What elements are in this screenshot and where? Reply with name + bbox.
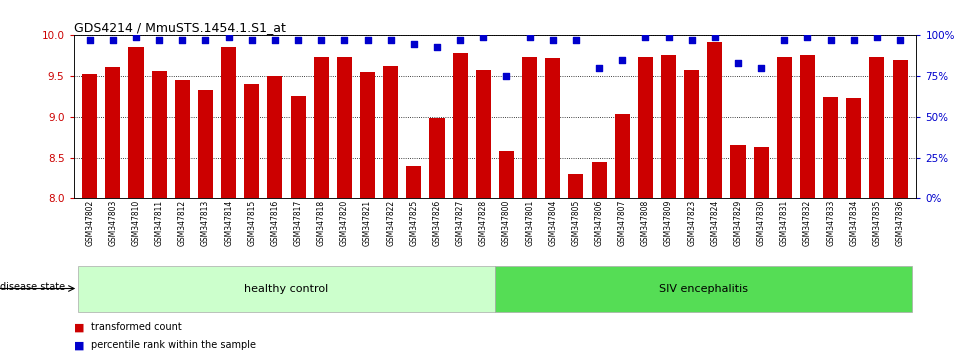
Bar — [522, 57, 537, 198]
Bar — [174, 80, 190, 198]
Point — [545, 38, 561, 43]
Bar — [662, 55, 676, 198]
Point — [869, 34, 885, 40]
Point — [314, 38, 329, 43]
Text: percentile rank within the sample: percentile rank within the sample — [91, 340, 256, 350]
Point — [730, 60, 746, 66]
Bar — [453, 53, 467, 198]
Bar — [476, 70, 491, 198]
Point — [499, 73, 514, 79]
Point — [684, 38, 700, 43]
Point — [82, 38, 98, 43]
Text: healthy control: healthy control — [244, 284, 328, 293]
Bar — [847, 98, 861, 198]
Point — [614, 57, 630, 63]
Point — [383, 38, 399, 43]
Point — [429, 44, 445, 50]
Text: ■: ■ — [74, 322, 84, 332]
Point — [220, 34, 236, 40]
Bar — [429, 118, 445, 198]
Bar — [568, 174, 583, 198]
Bar — [78, 266, 495, 312]
Bar — [82, 74, 97, 198]
Point — [591, 65, 607, 71]
Text: transformed count: transformed count — [91, 322, 182, 332]
Bar — [592, 162, 607, 198]
Bar — [268, 76, 282, 198]
Bar — [128, 47, 143, 198]
Bar — [754, 147, 768, 198]
Point — [823, 38, 839, 43]
Bar — [684, 70, 700, 198]
Bar — [244, 84, 260, 198]
Bar — [730, 145, 746, 198]
Point — [360, 38, 375, 43]
Point — [846, 38, 861, 43]
Point — [754, 65, 769, 71]
Point — [174, 38, 190, 43]
Bar — [290, 96, 306, 198]
Bar — [499, 151, 514, 198]
Point — [475, 34, 491, 40]
Bar — [337, 57, 352, 198]
Bar — [314, 57, 328, 198]
Bar — [708, 42, 722, 198]
Point — [707, 34, 722, 40]
Point — [776, 38, 792, 43]
Point — [568, 38, 584, 43]
Bar — [495, 266, 911, 312]
Bar — [545, 58, 561, 198]
Point — [661, 34, 676, 40]
Bar — [638, 57, 653, 198]
Bar — [777, 57, 792, 198]
Point — [892, 38, 907, 43]
Point — [336, 38, 352, 43]
Point — [198, 38, 214, 43]
Point — [151, 38, 167, 43]
Text: GDS4214 / MmuSTS.1454.1.S1_at: GDS4214 / MmuSTS.1454.1.S1_at — [74, 21, 285, 34]
Point — [453, 38, 468, 43]
Point — [290, 38, 306, 43]
Point — [800, 34, 815, 40]
Point — [105, 38, 121, 43]
Bar — [152, 71, 167, 198]
Text: ■: ■ — [74, 340, 84, 350]
Bar — [360, 72, 375, 198]
Bar — [823, 97, 838, 198]
Point — [244, 38, 260, 43]
Point — [128, 34, 144, 40]
Bar — [221, 47, 236, 198]
Bar — [869, 57, 885, 198]
Point — [638, 34, 654, 40]
Point — [521, 34, 537, 40]
Text: disease state: disease state — [0, 282, 65, 292]
Point — [268, 38, 283, 43]
Bar — [614, 114, 630, 198]
Bar — [893, 60, 907, 198]
Bar — [198, 90, 213, 198]
Bar — [407, 166, 421, 198]
Point — [406, 41, 421, 46]
Text: SIV encephalitis: SIV encephalitis — [659, 284, 748, 293]
Bar — [800, 55, 815, 198]
Bar — [383, 65, 398, 198]
Bar — [105, 67, 121, 198]
